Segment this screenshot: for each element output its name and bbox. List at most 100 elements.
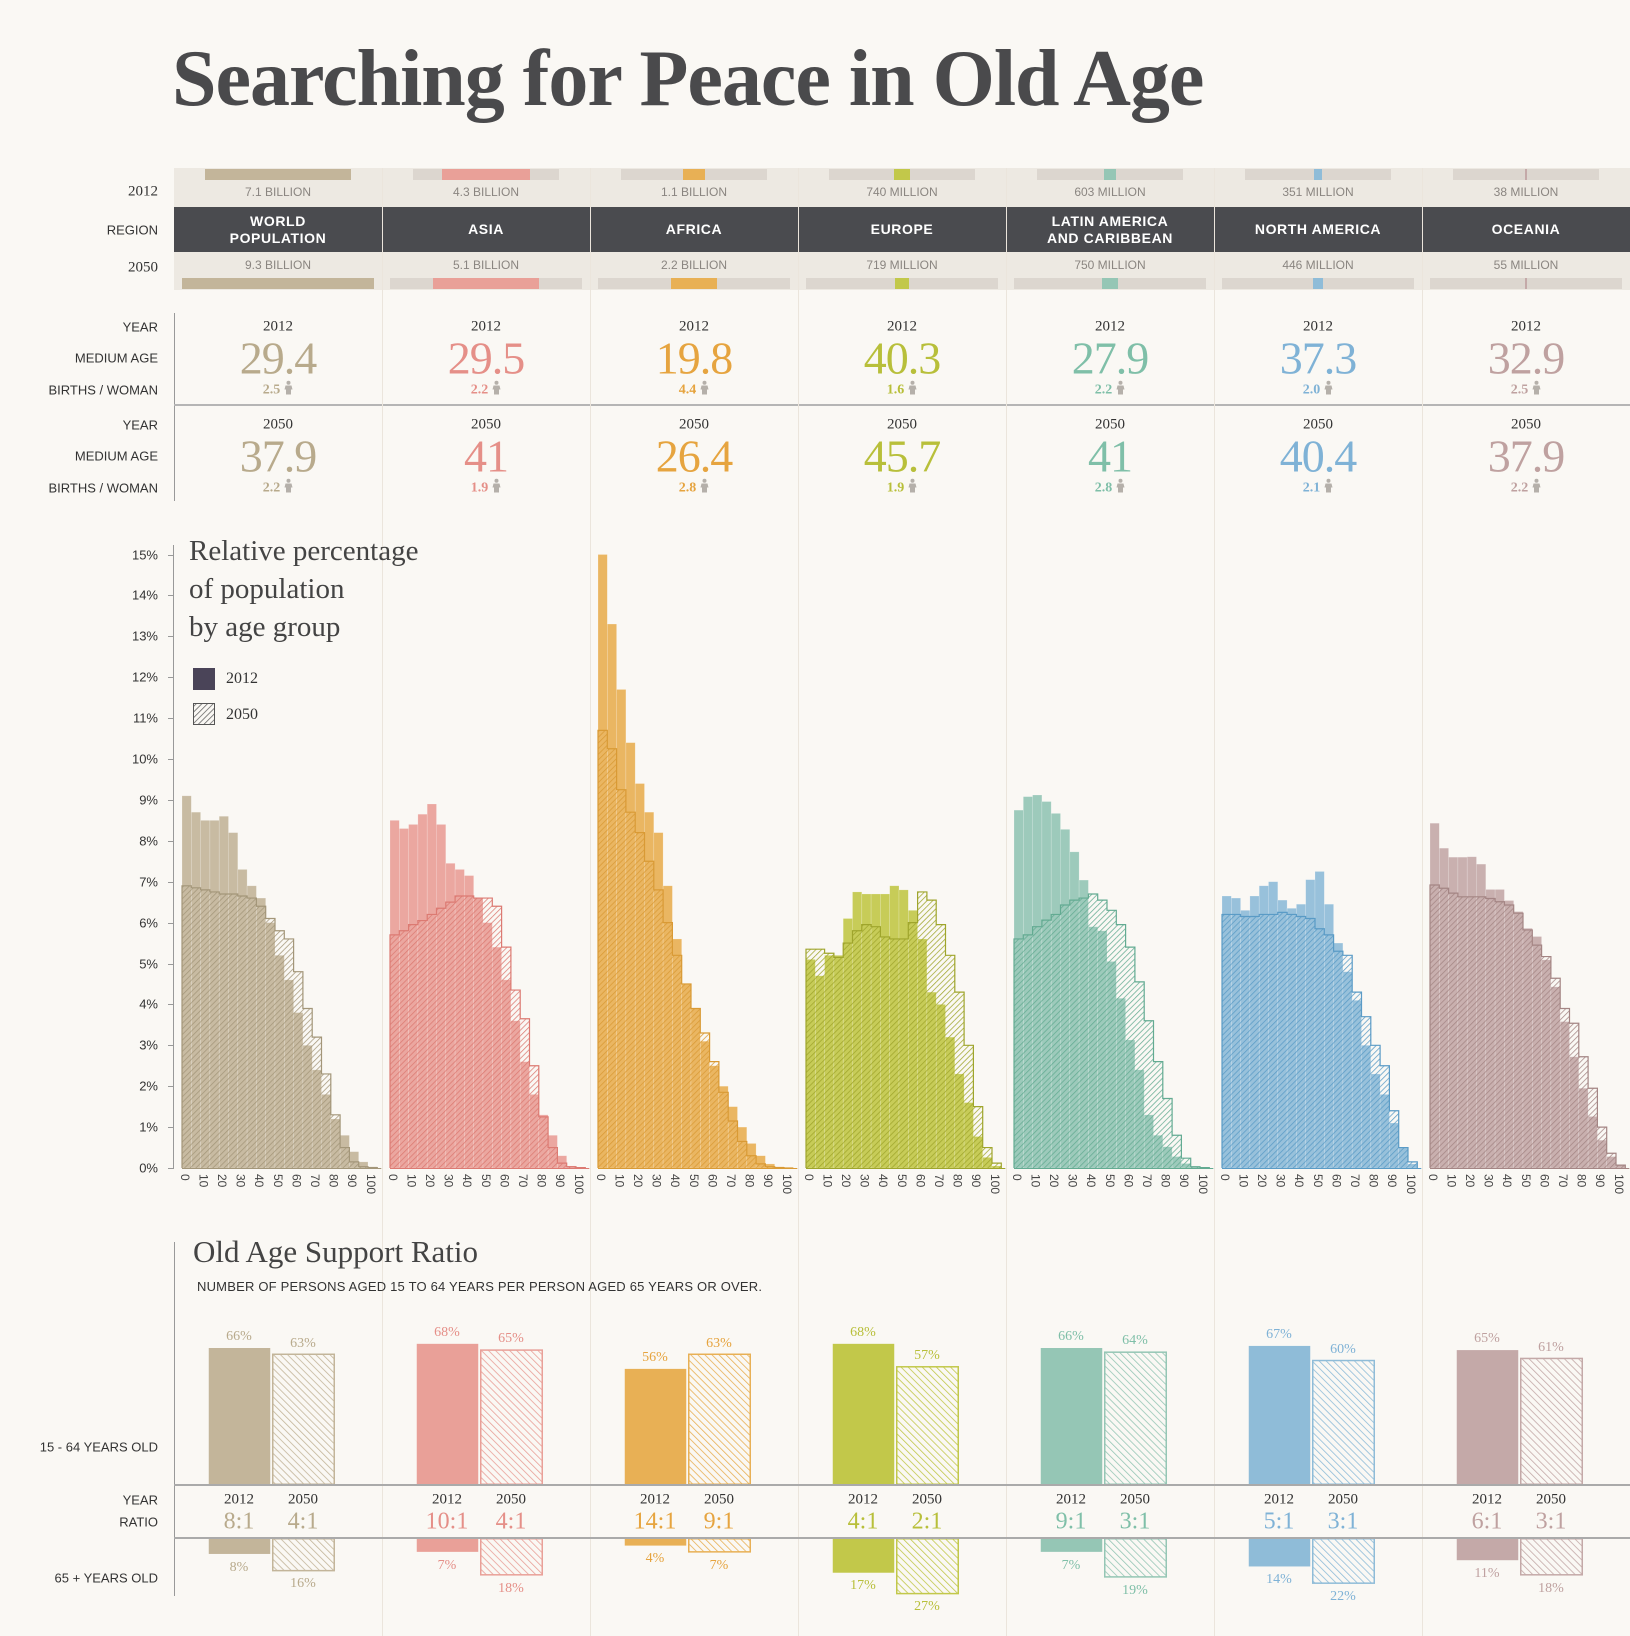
births-value: 1.9 (470, 480, 489, 495)
y-tick-label: 5% (139, 956, 158, 971)
x-tick-label: 30 (1066, 1174, 1080, 1188)
bar-2050 (1014, 938, 1024, 1168)
x-tick-label: 100 (1196, 1174, 1210, 1194)
bar-2050 (1069, 900, 1080, 1168)
bar-2050 (806, 949, 816, 1168)
y-tick-mark (168, 1086, 173, 1088)
old-age-pct-label: 17% (850, 1578, 876, 1594)
x-tick-label: 10 (196, 1174, 210, 1188)
median-age-value: 40.3 (863, 332, 942, 384)
bar-2050 (349, 1161, 359, 1168)
support-ratio-value: 2:1 (911, 1508, 943, 1535)
bar-2050 (182, 885, 192, 1168)
bar-2050 (538, 1116, 549, 1168)
old-age-bar-2012 (416, 1538, 479, 1552)
bar-2050 (1190, 1166, 1200, 1168)
bar-2050 (1476, 896, 1486, 1168)
y-tick-label: 14% (131, 587, 158, 603)
population-2050-bar (894, 278, 910, 289)
bar-2050 (861, 924, 872, 1168)
working-age-pct-label: 63% (706, 1335, 732, 1351)
x-tick-label: 10 (820, 1174, 834, 1188)
bar-2050 (625, 812, 636, 1168)
population-2012-bar (1525, 169, 1527, 180)
population-2050-label: 9.3 BILLION (244, 258, 312, 272)
bar-2050 (501, 947, 511, 1168)
bar-2050 (1097, 900, 1107, 1168)
x-tick-label: 60 (1329, 1174, 1343, 1188)
births-value: 2.8 (1094, 480, 1113, 495)
stat-year: 2050 (263, 416, 293, 433)
population-2050-bar (433, 278, 539, 289)
histogram-title-line: Relative percentage (189, 535, 419, 567)
median-age-value: 37.9 (1487, 430, 1566, 482)
bar-2050 (1315, 928, 1325, 1168)
bar-2050 (1144, 1020, 1154, 1168)
x-tick-label: 40 (1084, 1174, 1098, 1188)
person-icon (1116, 380, 1125, 400)
bar-2050 (936, 924, 946, 1168)
bar-2050 (1153, 1061, 1163, 1168)
person-icon (492, 380, 501, 400)
bar-2050 (1079, 898, 1089, 1168)
support-upper-line (174, 1484, 1630, 1486)
bar-2050 (209, 891, 220, 1168)
support-year: 2050 (1536, 1491, 1566, 1508)
histogram-title-line: by age group (189, 611, 341, 643)
population-2012-label: 4.3 BILLION (452, 185, 520, 199)
working-age-bar-undefined (1040, 1348, 1103, 1485)
old-age-bar-2012 (1456, 1538, 1519, 1561)
bar-2050 (417, 920, 428, 1168)
x-tick-label: 30 (858, 1174, 872, 1188)
bar-2050 (691, 1008, 701, 1168)
x-tick-label: 0 (1218, 1174, 1232, 1181)
y-tick-label: 11% (132, 710, 158, 726)
bar-2050 (1268, 914, 1278, 1168)
x-tick-label: 60 (1537, 1174, 1551, 1188)
support-year: 2012 (432, 1491, 462, 1508)
support-year: 2050 (912, 1491, 942, 1508)
bar-2050 (529, 1065, 539, 1168)
support-ratio-value: 14:1 (633, 1508, 677, 1535)
median-age-value: 32.9 (1487, 332, 1566, 384)
bar-2050 (843, 943, 853, 1168)
x-tick-label: 50 (271, 1174, 285, 1188)
x-tick-label: 10 (612, 1174, 626, 1188)
bar-2050 (1448, 893, 1458, 1168)
working-age-pct-label: 57% (914, 1348, 940, 1364)
x-tick-label: 40 (876, 1174, 890, 1188)
x-tick-label: 0 (802, 1174, 816, 1181)
median-age-value: 45.7 (863, 430, 942, 482)
stat-year: 2050 (1303, 416, 1333, 433)
stat-year: 2050 (679, 416, 709, 433)
bar-2050 (616, 789, 626, 1168)
x-tick-label: 60 (289, 1174, 303, 1188)
bar-2050 (1324, 934, 1334, 1168)
population-2050-bar (671, 278, 717, 289)
births-value: 2.2 (470, 382, 489, 397)
births-per-woman: 2.2 (1006, 380, 1214, 400)
working-age-bar-undefined (624, 1368, 687, 1485)
median-age-value: 37.9 (239, 430, 318, 482)
bar-2050 (746, 1155, 757, 1168)
support-ratio-value: 3:1 (1327, 1508, 1359, 1535)
x-tick-label: 30 (1482, 1174, 1496, 1188)
bar-2050 (265, 918, 275, 1168)
working-age-pct-label: 66% (1058, 1329, 1084, 1345)
support-year: 2012 (1056, 1491, 1086, 1508)
bar-2050 (718, 1092, 729, 1168)
stat-year: 2012 (471, 318, 501, 335)
bar-2050 (275, 930, 285, 1168)
x-tick-label: 40 (252, 1174, 266, 1188)
support-axis-line (174, 1242, 175, 1596)
y-tick-mark (168, 840, 173, 842)
bar-2050 (330, 1114, 341, 1168)
support-ratio-title: Old Age Support Ratio (193, 1234, 479, 1269)
row-label-year-2012: YEAR (122, 319, 158, 335)
bar-2050 (815, 949, 825, 1168)
bar-2050 (1181, 1158, 1191, 1168)
bar-2050 (510, 990, 521, 1168)
x-tick-label: 90 (1177, 1174, 1191, 1188)
bar-2050 (1240, 916, 1250, 1168)
